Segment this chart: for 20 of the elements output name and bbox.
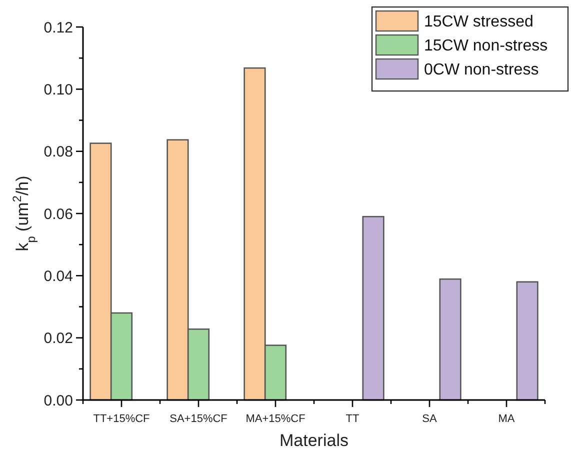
bar [362,216,384,401]
x-tick-label: TT+15%CF [93,413,150,425]
y-tick-label: 0.00 [44,392,73,410]
legend-label: 0CW non-stress [424,62,539,79]
y-tick-label: 0.08 [44,144,73,161]
y-tick-label: 0.06 [44,206,73,223]
legend-label: 15CW non-stress [424,38,548,55]
x-axis-title: Materials [280,431,348,450]
y-tick-label: 0.04 [44,268,73,285]
bar [439,278,462,401]
bar [516,281,538,401]
x-tick-label: SA+15%CF [170,413,228,425]
x-tick-label: MA [498,413,516,425]
y-tick-label: 0.02 [44,330,73,348]
x-tick-label: SA [422,413,438,425]
legend-label: 15CW stressed [424,14,534,31]
x-tick-label: TT [346,413,360,425]
x-tick-label: MA+15%CF [246,413,306,425]
y-tick-label: 0.10 [44,81,73,98]
y-tick-label: 0.12 [44,19,73,36]
